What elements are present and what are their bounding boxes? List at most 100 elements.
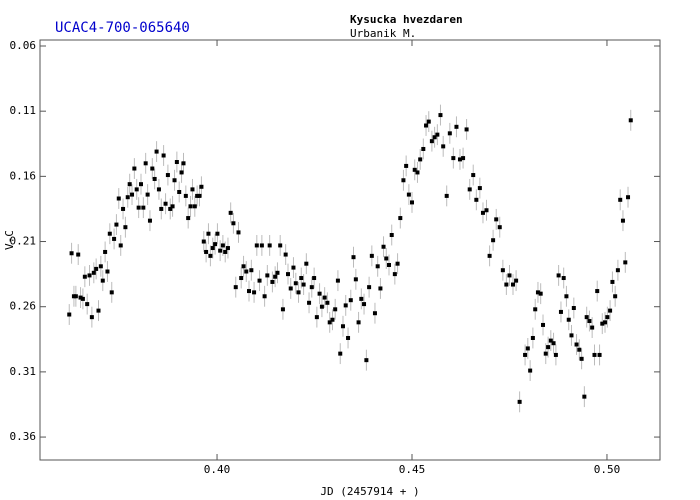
data-point [351,255,356,260]
data-point [132,166,137,171]
chart-author: Urbanik M. [350,27,416,40]
x-axis-label: JD (2457914 + ) [320,485,419,498]
data-point [247,289,252,294]
data-point [192,204,197,209]
data-point [618,197,623,202]
data-point [600,321,605,326]
data-point [239,276,244,281]
chart-title: UCAC4-700-065640 [55,20,190,36]
data-point [105,269,110,274]
data-point [507,273,512,278]
data-point [571,306,576,311]
data-point [121,206,126,211]
data-point [147,218,152,223]
data-point [156,187,161,192]
data-point [406,192,411,197]
data-point [451,156,456,161]
data-point [457,157,462,162]
data-point [296,290,301,295]
data-point [301,282,306,287]
data-point [116,196,121,201]
data-point [551,341,556,346]
data-point [340,324,345,329]
data-point [523,352,528,357]
data-point [471,173,476,178]
data-point [201,239,206,244]
data-point [85,302,90,307]
data-point [197,193,202,198]
data-point [270,279,275,284]
data-point [314,315,319,320]
x-tick-label: 0.40 [204,463,231,476]
data-point [333,307,338,312]
data-point [556,273,561,278]
data-point [210,246,215,251]
data-point [94,266,99,271]
data-point [228,210,233,215]
y-axis-label: V-C [3,230,16,250]
data-point [309,285,314,290]
data-point [325,300,330,305]
data-point [343,303,348,308]
data-point [546,345,551,350]
data-point [67,312,72,317]
data-point [181,161,186,166]
data-point [372,311,377,316]
data-point [199,184,204,189]
data-point [123,225,128,230]
data-point [241,264,246,269]
data-point [249,268,254,273]
data-point [441,144,446,149]
y-tick-label: 0.36 [10,430,37,443]
data-point [76,252,81,257]
data-point [494,217,499,222]
data-point [447,131,452,136]
data-point [467,187,472,192]
data-point [141,205,146,210]
data-point [190,187,195,192]
data-point [280,307,285,312]
data-point [330,317,335,322]
data-point [615,268,620,273]
data-point [78,295,83,300]
data-point [569,333,574,338]
data-point [577,347,582,352]
y-tick-label: 0.11 [10,104,37,117]
data-point [168,206,173,211]
data-point [159,206,164,211]
data-point [136,205,141,210]
data-point [286,272,290,277]
data-point [69,251,74,256]
data-point [273,274,278,279]
data-point [454,124,459,129]
data-point [130,192,135,197]
data-point [150,166,155,171]
data-point [346,335,351,340]
data-point [89,315,94,320]
data-point [530,335,535,340]
data-point [215,231,220,236]
data-point [254,243,259,248]
data-point [165,173,170,178]
data-point [161,153,166,158]
data-point [389,233,394,238]
data-point [386,262,391,267]
data-point [548,338,553,343]
data-point [73,294,78,299]
data-point [348,298,353,303]
data-point [322,295,327,300]
data-point [592,352,597,357]
y-tick-label: 0.06 [10,39,37,52]
data-point [510,282,515,287]
data-point [514,278,519,283]
data-point [291,265,296,270]
data-point [421,146,426,151]
data-point [369,253,374,258]
data-point [107,231,112,236]
data-point [293,281,298,286]
data-point [538,291,543,296]
data-point [288,286,293,291]
data-point [628,118,633,123]
data-point [533,307,538,312]
